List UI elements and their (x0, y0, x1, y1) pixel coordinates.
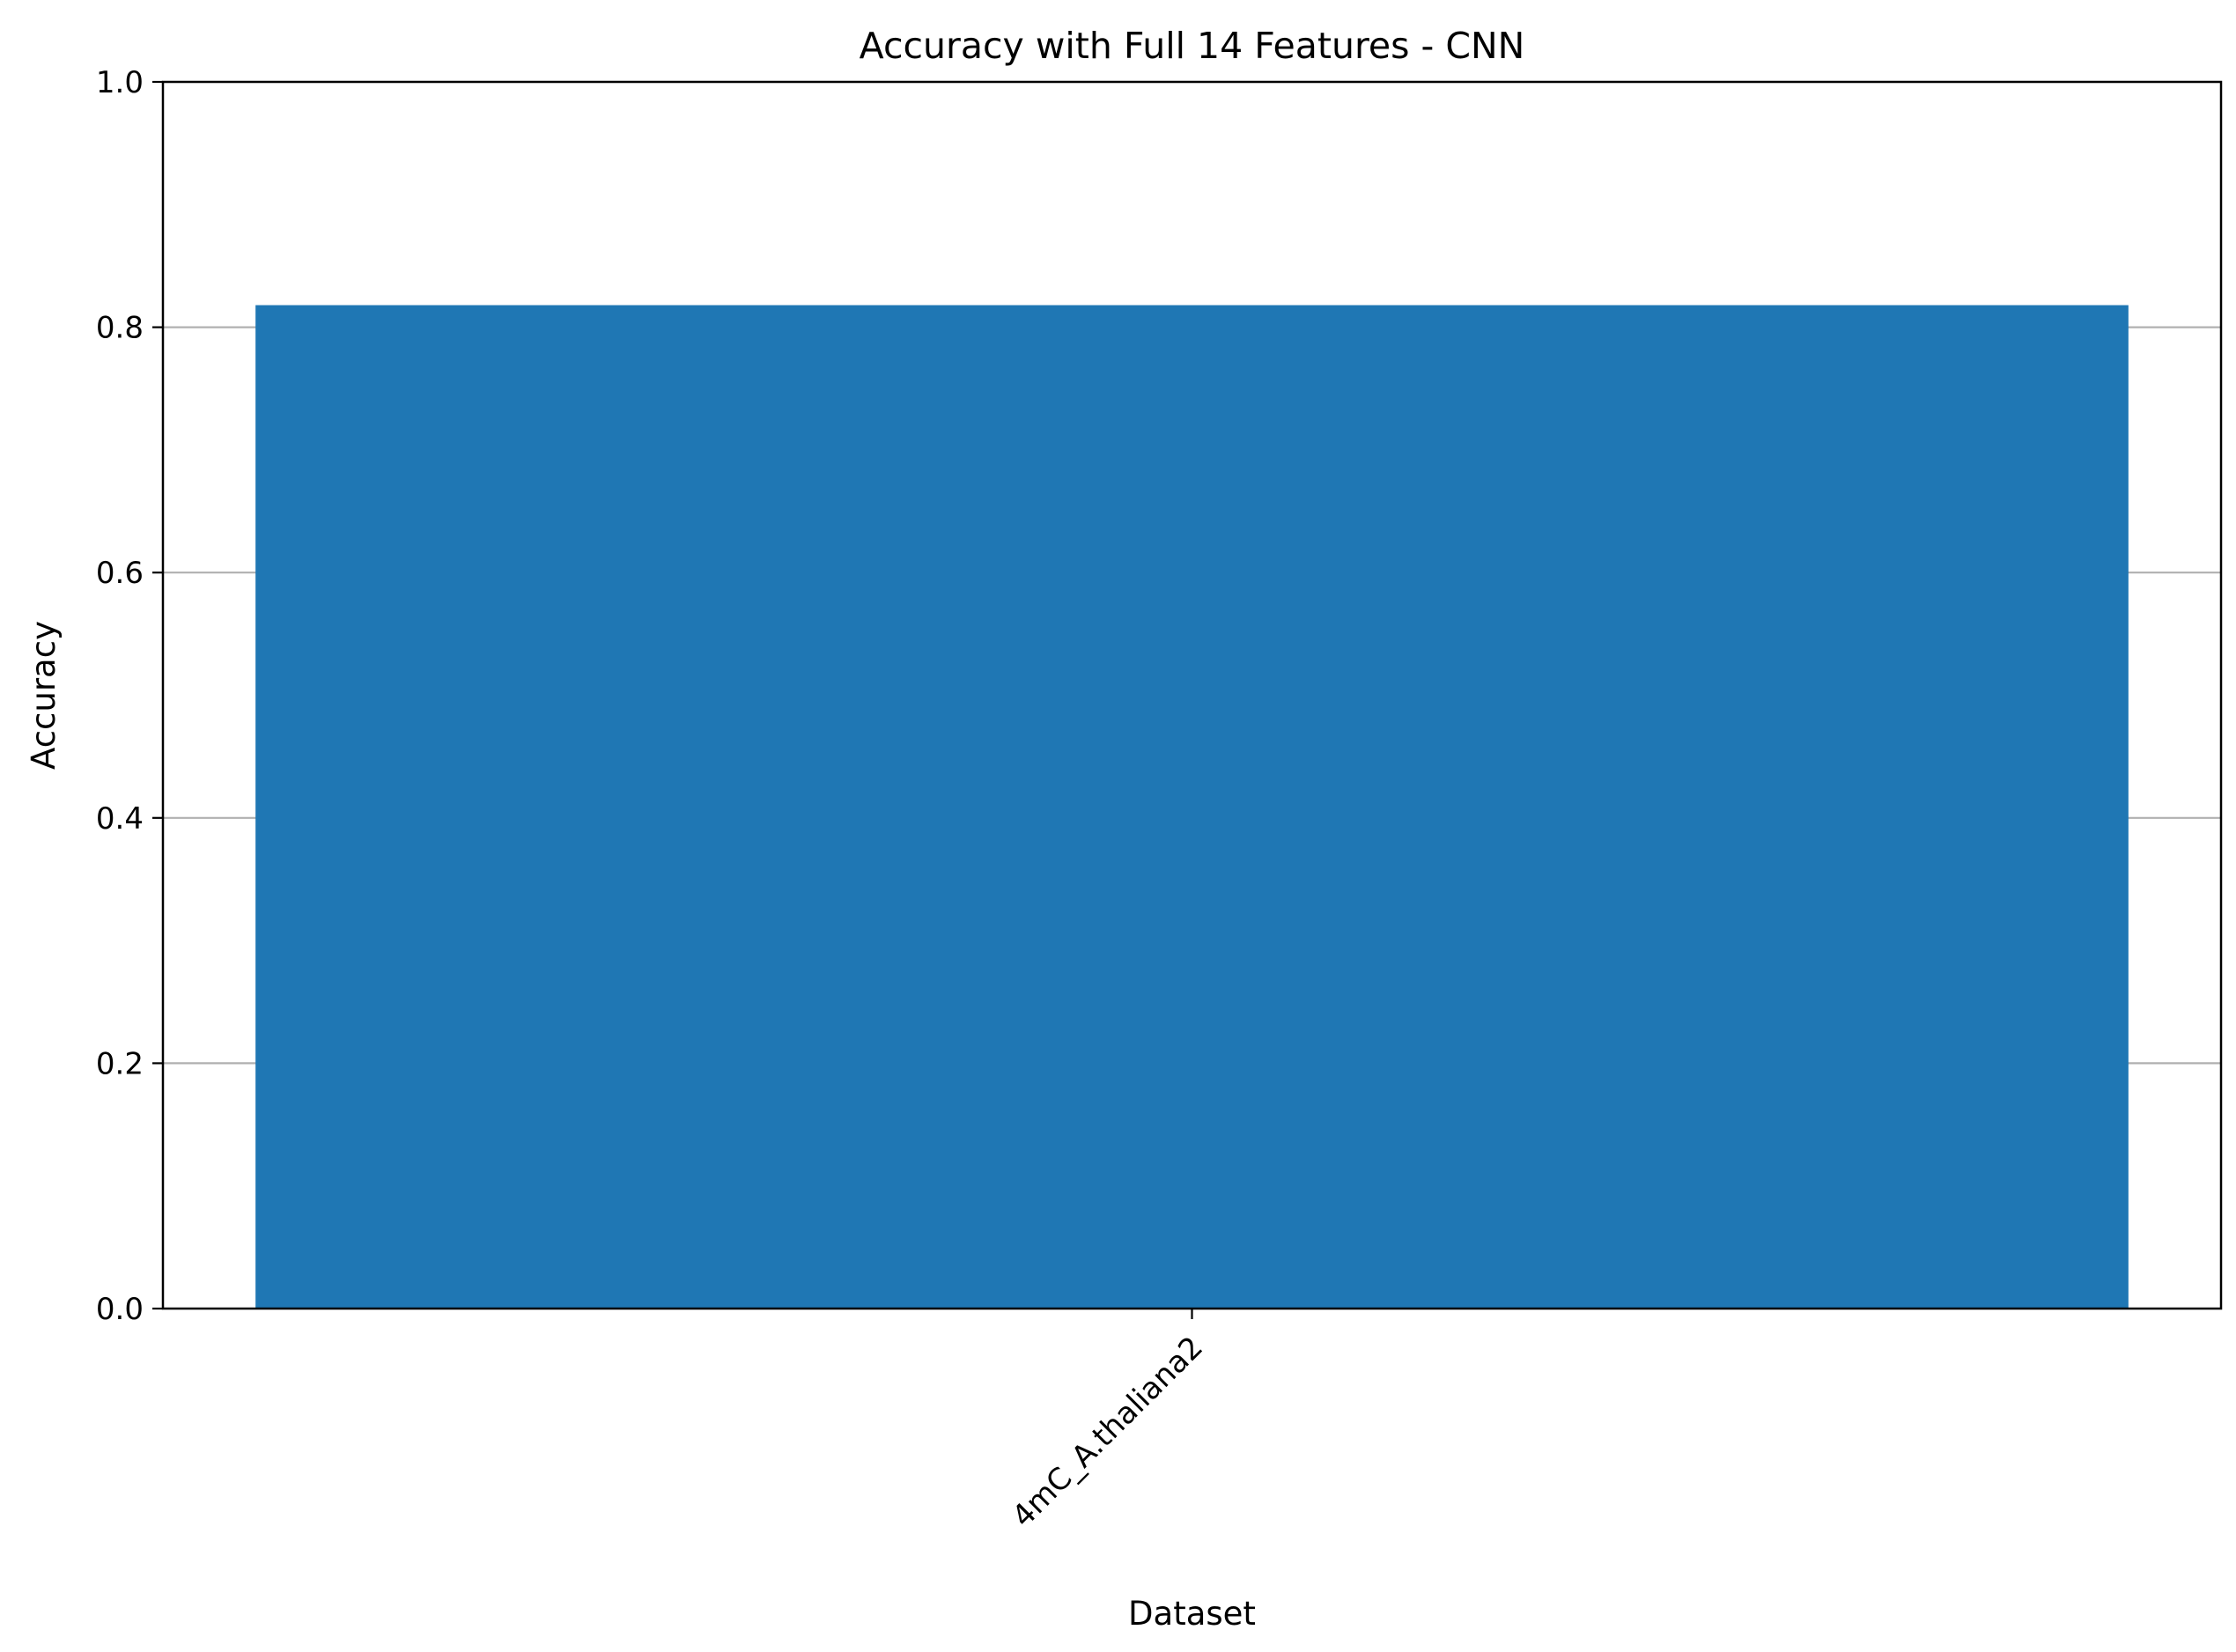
y-tick-label: 0.0 (96, 1292, 144, 1327)
y-tick-label: 0.8 (96, 311, 144, 346)
y-axis-label: Accuracy (25, 621, 63, 770)
bars (255, 305, 2129, 1309)
y-tick-label: 0.2 (96, 1046, 144, 1081)
bar (255, 305, 2129, 1309)
y-tick-label: 0.6 (96, 556, 144, 591)
y-tick-label: 0.4 (96, 801, 144, 837)
x-axis-label: Dataset (1128, 1595, 1256, 1633)
chart-title: Accuracy with Full 14 Features - CNN (860, 25, 1525, 67)
y-tick-label: 1.0 (96, 65, 144, 100)
y-axis-ticks: 0.0 0.2 0.4 0.6 0.8 1.0 (96, 65, 163, 1327)
